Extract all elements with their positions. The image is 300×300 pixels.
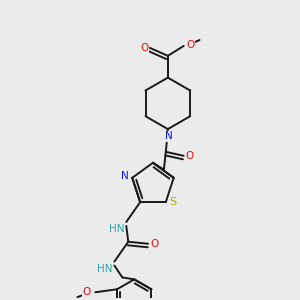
- Text: O: O: [185, 151, 194, 161]
- Text: N: N: [165, 131, 173, 141]
- Text: HN: HN: [97, 263, 112, 274]
- Text: O: O: [187, 40, 195, 50]
- Text: HN: HN: [109, 224, 124, 234]
- Text: N: N: [121, 171, 128, 181]
- Text: O: O: [150, 239, 158, 249]
- Text: O: O: [82, 287, 90, 297]
- Text: O: O: [140, 43, 148, 53]
- Text: S: S: [170, 197, 177, 207]
